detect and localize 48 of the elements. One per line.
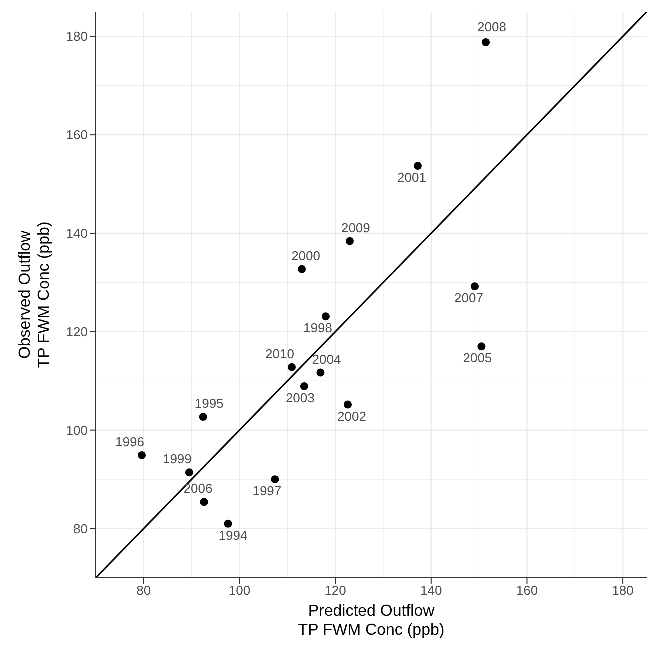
y-tick-label: 100 (66, 422, 88, 438)
point (322, 312, 330, 321)
point (138, 451, 146, 460)
point (344, 400, 352, 409)
x-axis-title: Predicted Outflow TP FWM Conc (ppb) (298, 603, 445, 639)
point (199, 413, 208, 422)
annotation: 2001 (398, 170, 426, 186)
y-axis-title: Observed Outflow TP FWM Conc (ppb) (17, 222, 53, 368)
annotation: 2002 (338, 408, 366, 424)
point (185, 468, 194, 477)
y-tick-label: 80 (74, 521, 88, 536)
x-tick-label: 160 (516, 583, 538, 598)
point (200, 498, 208, 506)
annotation: 2000 (292, 248, 320, 264)
x-tick-label: 80 (136, 583, 152, 598)
x-tick-label: 120 (324, 583, 346, 598)
x-tick-label: 180 (612, 583, 634, 598)
annotation: 1996 (116, 434, 144, 450)
annotation: 1998 (304, 320, 332, 336)
y-tick-label: 180 (66, 29, 88, 44)
annotation: 2005 (463, 350, 492, 366)
annotation: 2006 (184, 481, 213, 496)
y-tick-label: 160 (66, 128, 88, 143)
point (478, 342, 486, 351)
point (300, 382, 308, 391)
annotation: 2009 (341, 220, 370, 236)
y-tick-label: 140 (66, 226, 88, 242)
annotation: 1994 (218, 528, 248, 543)
annotation: 1995 (194, 396, 224, 412)
point (316, 368, 325, 377)
point (224, 520, 232, 528)
point (346, 237, 354, 246)
point (470, 282, 479, 291)
annotation: 1997 (252, 484, 282, 499)
point (271, 476, 280, 484)
annotation: 2008 (478, 20, 506, 35)
point (288, 363, 296, 372)
annotation: 2007 (454, 290, 484, 306)
x-tick-label: 100 (228, 583, 251, 598)
point (482, 38, 490, 47)
annotation: 2010 (266, 346, 294, 362)
annotation: 2003 (286, 390, 315, 406)
point (414, 162, 422, 170)
annotation: 2004 (312, 352, 342, 367)
annotation: 1999 (162, 452, 192, 467)
point (298, 265, 306, 274)
x-tick-label: 140 (420, 583, 442, 598)
y-tick-label: 120 (66, 324, 88, 340)
